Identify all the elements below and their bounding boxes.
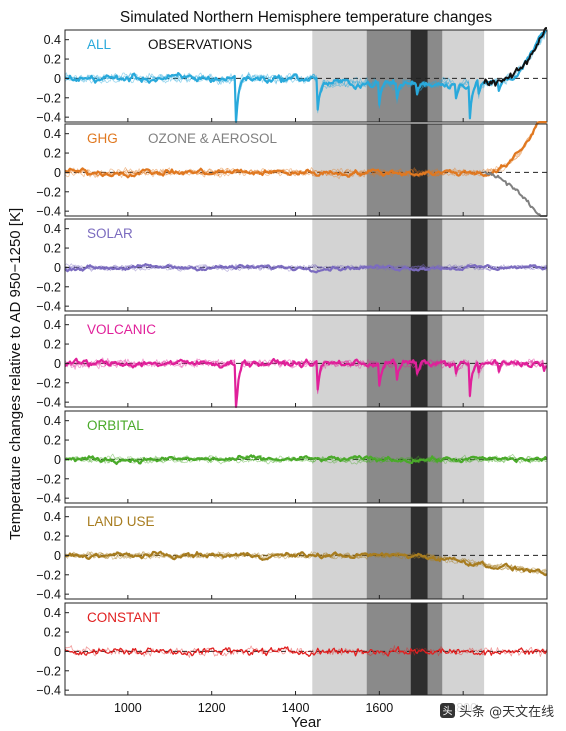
shaded-period-6-2 — [410, 603, 428, 695]
shaded-period-4-1 — [366, 411, 443, 503]
y-tick-label: 0.4 — [44, 318, 61, 332]
y-tick-label: 0 — [54, 549, 61, 563]
y-tick-label: 0 — [54, 72, 61, 86]
x-tick-label: 1400 — [282, 701, 310, 715]
panel-second-label: OBSERVATIONS — [148, 37, 252, 52]
shaded-period-4-2 — [410, 411, 428, 503]
panel-label: ALL — [87, 37, 112, 52]
ensemble-mean-line — [64, 121, 547, 179]
watermark-text: 头条 @天文在线 — [459, 704, 554, 720]
y-tick-label: −0.2 — [36, 568, 61, 582]
shaded-period-1-2 — [410, 124, 428, 216]
y-tick-label: 0 — [54, 453, 61, 467]
panel-all: 0.4 0.2 0 −0.2 −0.4 ALL OBSERVATIONS — [36, 27, 548, 125]
ensemble-mean-line — [64, 646, 548, 657]
y-tick-label: 0.2 — [44, 530, 61, 544]
panel-label: GHG — [87, 131, 118, 146]
y-tick-label: −0.4 — [36, 396, 61, 410]
shaded-period-6-1 — [366, 603, 443, 695]
panel-orbital: 0.4 0.2 0 −0.2 −0.4 ORBITAL — [36, 410, 548, 506]
panel-ghg: 0.4 0.2 0 −0.2 −0.4 GHG OZONE & AEROSOL — [36, 121, 548, 219]
ensemble-mean-line — [64, 29, 548, 124]
chart-panels: 0.4 0.2 0 −0.2 −0.4 ALL OBSERVATIONS 0.4 0.2 0 −0.… — [36, 27, 548, 698]
panel-frame — [64, 506, 548, 600]
y-tick-label: 0.2 — [44, 147, 61, 161]
y-tick-label: −0.4 — [36, 111, 61, 125]
y-tick-label: 0.4 — [44, 33, 61, 47]
y-axis-label: Temperature changes relative to AD 950−1… — [7, 208, 24, 540]
panel-solar: 0.4 0.2 0 −0.2 −0.4 SOLAR — [36, 218, 548, 314]
panel-label: VOLCANIC — [87, 322, 156, 337]
shaded-period-3-2 — [410, 315, 428, 407]
panel-frame — [64, 123, 548, 217]
y-tick-label: 0.4 — [44, 606, 61, 620]
shaded-period-5-1 — [366, 507, 443, 599]
toutiao-logo-icon: 头 — [440, 703, 455, 718]
y-tick-label: 0.4 — [44, 222, 61, 236]
y-tick-label: 0.2 — [44, 434, 61, 448]
panel-frame — [64, 29, 548, 123]
y-tick-label: 0.2 — [44, 242, 61, 256]
y-tick-label: −0.2 — [36, 664, 61, 678]
ensemble-member-line — [64, 121, 547, 178]
y-tick-label: 0 — [54, 645, 61, 659]
x-tick-label: 1200 — [198, 701, 226, 715]
y-tick-label: 0 — [54, 357, 61, 371]
second-series-line — [483, 170, 547, 217]
shaded-period-0-2 — [410, 30, 428, 122]
svg-text:头: 头 — [443, 706, 453, 718]
watermark: 头 头条 @天文在线 — [436, 699, 562, 723]
y-tick-label: 0.2 — [44, 53, 61, 67]
y-tick-label: −0.4 — [36, 492, 61, 506]
y-tick-label: −0.2 — [36, 280, 61, 294]
y-tick-label: 0.4 — [44, 127, 61, 141]
chart-title: Simulated Northern Hemisphere temperatur… — [120, 9, 492, 26]
panel-label: LAND USE — [87, 514, 155, 529]
panel-frame — [64, 314, 548, 408]
y-tick-label: −0.4 — [36, 205, 61, 219]
second-series-line — [483, 27, 547, 87]
y-tick-label: −0.4 — [36, 300, 61, 314]
panel-frame — [64, 410, 548, 504]
shaded-period-2-2 — [410, 219, 428, 311]
x-axis-label: Year — [291, 714, 321, 731]
ensemble-mean-line — [64, 550, 548, 577]
y-tick-label: −0.4 — [36, 588, 61, 602]
panel-label: SOLAR — [87, 226, 133, 241]
y-tick-label: −0.2 — [36, 185, 61, 199]
y-tick-label: 0 — [54, 261, 61, 275]
y-tick-label: 0.4 — [44, 510, 61, 524]
shaded-period-2-1 — [366, 219, 443, 311]
ensemble-mean-line — [64, 263, 548, 274]
y-tick-label: 0.2 — [44, 626, 61, 640]
y-tick-label: 0.2 — [44, 338, 61, 352]
x-tick-label: 1000 — [114, 701, 142, 715]
x-tick-label: 1600 — [365, 701, 393, 715]
y-tick-label: 0.4 — [44, 414, 61, 428]
y-tick-label: −0.4 — [36, 684, 61, 698]
y-tick-label: −0.2 — [36, 91, 61, 105]
x-tick-labels: 10001200140016001800 — [114, 701, 477, 715]
panel-frame — [64, 602, 548, 696]
panel-second-label: OZONE & AEROSOL — [148, 131, 278, 146]
shaded-period-0-1 — [366, 30, 443, 122]
panel-land-use: 0.4 0.2 0 −0.2 −0.4 LAND USE — [36, 506, 548, 602]
ensemble-member-line — [64, 121, 547, 178]
y-tick-label: −0.2 — [36, 472, 61, 486]
panel-label: CONSTANT — [87, 610, 160, 625]
y-tick-label: 0 — [54, 166, 61, 180]
panel-label: ORBITAL — [87, 418, 144, 433]
shaded-period-5-2 — [410, 507, 428, 599]
panel-frame — [64, 218, 548, 312]
panel-volcanic: 0.4 0.2 0 −0.2 −0.4 VOLCANIC — [36, 314, 548, 410]
ensemble-mean-line — [64, 454, 548, 465]
y-tick-label: −0.2 — [36, 376, 61, 390]
ensemble-mean-line — [64, 357, 548, 409]
panel-constant: 0.4 0.2 0 −0.2 −0.4 CONSTANT — [36, 602, 548, 698]
watermark-background — [436, 699, 562, 723]
